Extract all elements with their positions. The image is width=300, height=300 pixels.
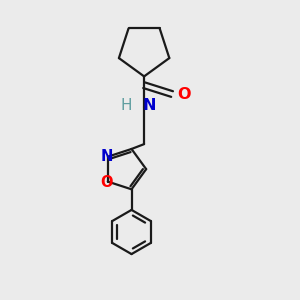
Text: N: N: [142, 98, 156, 113]
Text: H: H: [120, 98, 132, 113]
Text: N: N: [100, 148, 112, 164]
Text: O: O: [177, 87, 191, 102]
Text: O: O: [100, 175, 112, 190]
